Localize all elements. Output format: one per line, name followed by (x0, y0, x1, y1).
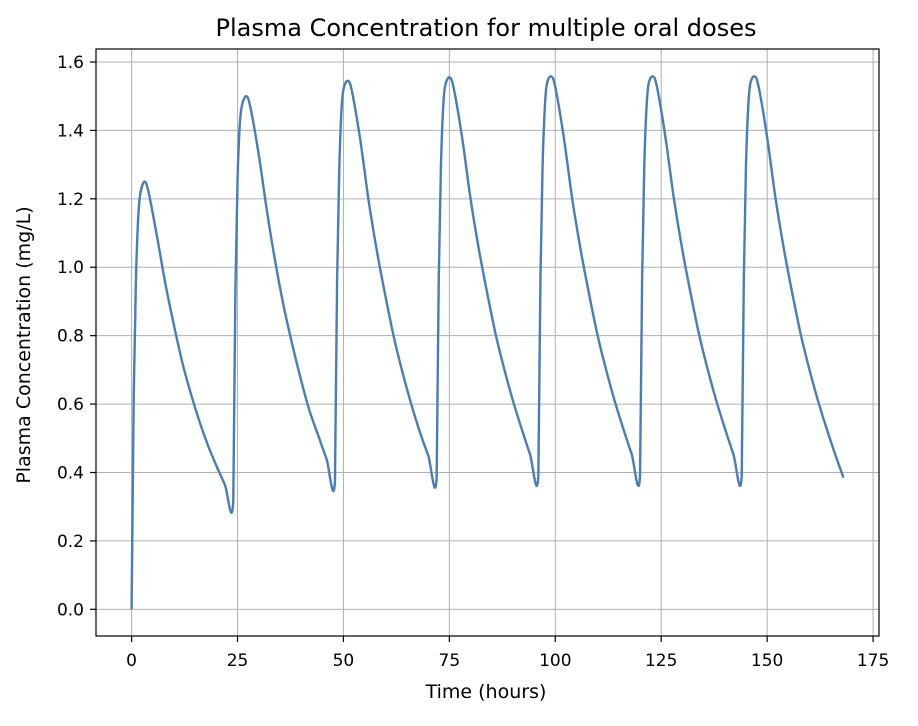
series-line (130, 75, 845, 610)
x-axis-label: Time (hours) (425, 681, 547, 703)
y-tick-label: 1.0 (57, 258, 84, 278)
x-tick-label: 175 (857, 651, 889, 671)
x-tick-label: 150 (751, 651, 783, 671)
y-tick-label: 1.4 (57, 121, 84, 141)
y-tick-label: 0.6 (57, 395, 84, 415)
grid (96, 49, 879, 636)
x-tick-label: 50 (333, 651, 355, 671)
y-axis-label: Plasma Concentration (mg/L) (13, 206, 35, 483)
chart-title: Plasma Concentration for multiple oral d… (216, 14, 757, 42)
plot-frame (95, 48, 880, 637)
y-tick-label: 0.2 (57, 532, 84, 552)
y-tick-label: 1.6 (57, 53, 84, 73)
y-tick-label: 0.8 (57, 327, 84, 347)
x-tick-label: 100 (539, 651, 571, 671)
y-tick-label: 0.0 (57, 600, 84, 620)
plot-data (130, 75, 845, 610)
y-tick-label: 0.4 (57, 463, 84, 483)
x-tick-label: 125 (645, 651, 677, 671)
x-tick-label: 25 (227, 651, 249, 671)
x-tick-label: 75 (439, 651, 461, 671)
ticks: 0 25 50 75 100 125 150 175 0.0 0.2 0.4 0.6 0.8 1.0 1.2… (57, 53, 889, 671)
y-tick-label: 1.2 (57, 190, 84, 210)
x-tick-label: 0 (126, 651, 137, 671)
